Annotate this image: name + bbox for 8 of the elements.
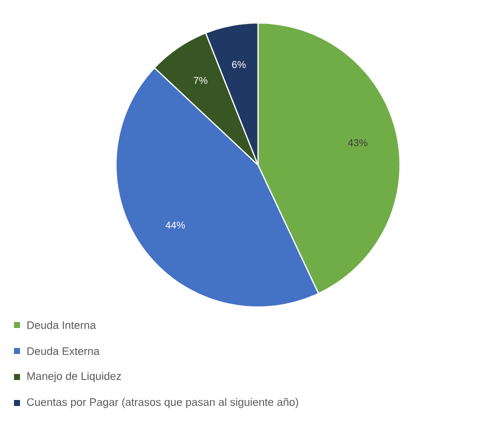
data-label: 7%	[194, 76, 208, 84]
data-label: 6%	[232, 61, 246, 68]
legend-label: Deuda Externa	[27, 346, 100, 356]
legend-label: Manejo de Liquidez	[27, 372, 121, 382]
data-label: 44%	[166, 222, 185, 229]
legend-label: Cuentas por Pagar (atrasos que pasan al siguiente año)	[27, 398, 298, 408]
data-label: 43%	[348, 139, 368, 146]
legend-label: Deuda Interna	[27, 320, 96, 330]
